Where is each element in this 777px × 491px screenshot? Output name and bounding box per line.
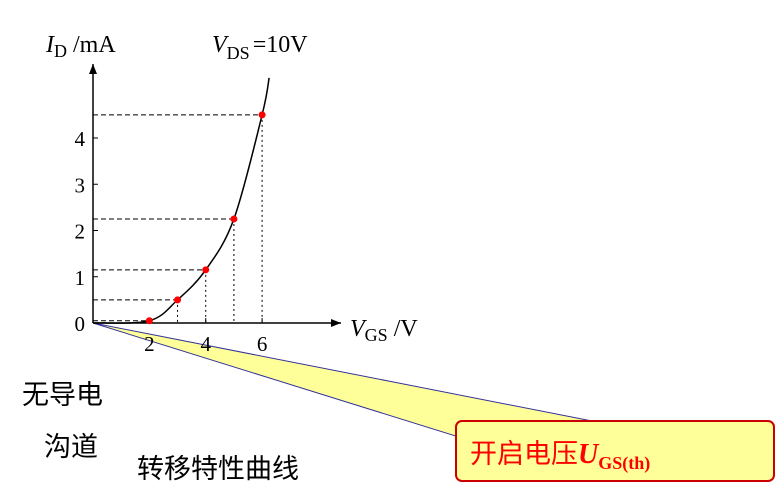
x-axis-arrow <box>331 319 341 327</box>
data-point <box>258 111 266 119</box>
x-tick-label: 6 <box>257 332 268 356</box>
data-point <box>145 317 153 325</box>
y-label-unit: /mA <box>73 32 116 58</box>
y-tick-label: 0 <box>75 312 86 336</box>
curve-label-text: =10V <box>253 32 309 58</box>
y-tick-label: 2 <box>75 220 86 244</box>
no-channel-line: 无导电 <box>22 380 103 411</box>
x-axis-label: VGS/V <box>350 316 418 345</box>
x-label-subscript: GS <box>365 325 388 345</box>
caption: 转移特性曲线 <box>137 454 299 485</box>
y-axis-label: ID/mA <box>45 32 116 61</box>
y-tick-label: 4 <box>75 127 86 151</box>
x-label-unit: /V <box>394 316 419 342</box>
y-tick-label: 3 <box>75 173 86 197</box>
callout-label: 开启电压 <box>470 439 578 470</box>
callout-text: 开启电压UGS(th) <box>470 439 650 474</box>
x-tick-label: 2 <box>144 332 155 356</box>
data-point <box>230 215 238 223</box>
x-label-symbol: V <box>350 316 367 342</box>
callout-box <box>455 420 775 482</box>
curve-label-symbol: V <box>212 32 229 58</box>
y-label-symbol: I <box>45 32 55 58</box>
curve-label: VDS =10V <box>212 32 308 63</box>
no-channel-line: 沟道 <box>44 432 98 463</box>
callout-subscript: GS(th) <box>598 453 650 474</box>
y-label-subscript: D <box>54 41 67 61</box>
y-tick-label: 1 <box>75 266 86 290</box>
curve-label-subscript: DS <box>227 43 250 63</box>
y-axis-arrow <box>89 64 97 74</box>
callout-symbol: U <box>578 439 600 470</box>
x-tick-label: 4 <box>200 332 211 356</box>
data-point <box>174 296 182 304</box>
data-point <box>202 266 210 274</box>
